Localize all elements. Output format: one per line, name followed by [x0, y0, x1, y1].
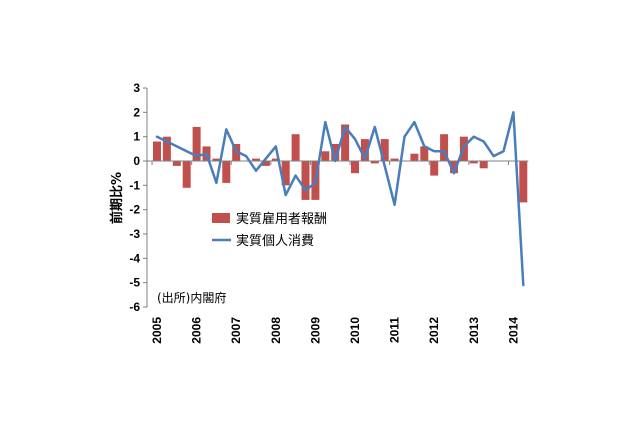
axes [143, 87, 529, 308]
x-tick-label: 2010 [348, 317, 362, 344]
compensation-bar [430, 161, 439, 176]
compensation-bar [162, 136, 171, 161]
compensation-bar [390, 158, 399, 161]
y-tick-label: -3 [129, 227, 140, 241]
x-tick-label: 2009 [308, 317, 322, 344]
legend-item-consumption: 実質個人消費 [212, 233, 314, 249]
compensation-bar [192, 126, 201, 161]
compensation-bar [519, 161, 528, 203]
compensation-bar [321, 151, 330, 161]
compensation-bar [469, 161, 478, 164]
compensation-bar [301, 161, 310, 200]
x-tick-label: 2014 [506, 317, 520, 344]
y-tick-label: -1 [129, 178, 140, 192]
legend-label-consumption: 実質個人消費 [236, 233, 314, 249]
x-tick-label: 2005 [150, 317, 164, 344]
compensation-bar [479, 161, 488, 169]
legend-item-compensation: 実質雇用者報酬 [212, 211, 327, 227]
compensation-bar [331, 144, 340, 161]
compensation-bar [261, 161, 270, 166]
y-tick-labels: 3 2 1 0 -1 -2 -3 -4 -5 -6 [129, 81, 140, 314]
compensation-bar [420, 146, 429, 161]
x-tick-label: 2011 [388, 317, 402, 343]
y-tick-label: 0 [133, 154, 140, 168]
compensation-bar [172, 161, 181, 166]
compensation-bar [380, 139, 389, 161]
consumption-line [155, 111, 525, 287]
compensation-bar [182, 161, 191, 188]
x-tick-label: 2006 [190, 317, 204, 344]
x-tick-labels: 2005 2006 2007 2008 2009 2010 2011 2012 2013 2014 [150, 317, 520, 344]
x-tick-label: 2007 [229, 317, 243, 344]
compensation-bar [351, 161, 359, 174]
compensation-bar [360, 139, 369, 161]
y-tick-label: -6 [129, 300, 140, 314]
compensation-bar [153, 141, 161, 161]
compensation-bar [252, 158, 260, 161]
compensation-bar [212, 158, 221, 161]
compensation-bar [370, 161, 379, 164]
y-tick-label: 1 [133, 130, 140, 144]
x-tick-label: 2012 [427, 317, 441, 344]
x-tick-label: 2008 [269, 317, 283, 344]
y-tick-label: -2 [129, 203, 140, 217]
compensation-bar [281, 161, 290, 186]
compensation-bar [291, 134, 300, 161]
compensation-bar [450, 161, 458, 174]
source-annotation: (出所)内閣府 [157, 290, 226, 305]
compensation-bar [222, 161, 231, 183]
y-tick-label: 2 [133, 105, 140, 119]
y-tick-label: -4 [129, 251, 140, 265]
compensation-bar [440, 134, 449, 161]
legend-label-compensation: 実質雇用者報酬 [236, 211, 327, 227]
legend: 実質雇用者報酬 実質個人消費 [212, 211, 327, 249]
compensation-bar [271, 158, 280, 161]
legend-bar-swatch [212, 213, 230, 223]
x-tick-label: 2013 [467, 317, 481, 344]
y-axis-title: 前期比% [109, 172, 125, 224]
compensation-bar [341, 124, 350, 161]
y-tick-label: 3 [133, 81, 140, 95]
compensation-bar [410, 153, 419, 161]
y-tick-label: -5 [129, 276, 140, 290]
